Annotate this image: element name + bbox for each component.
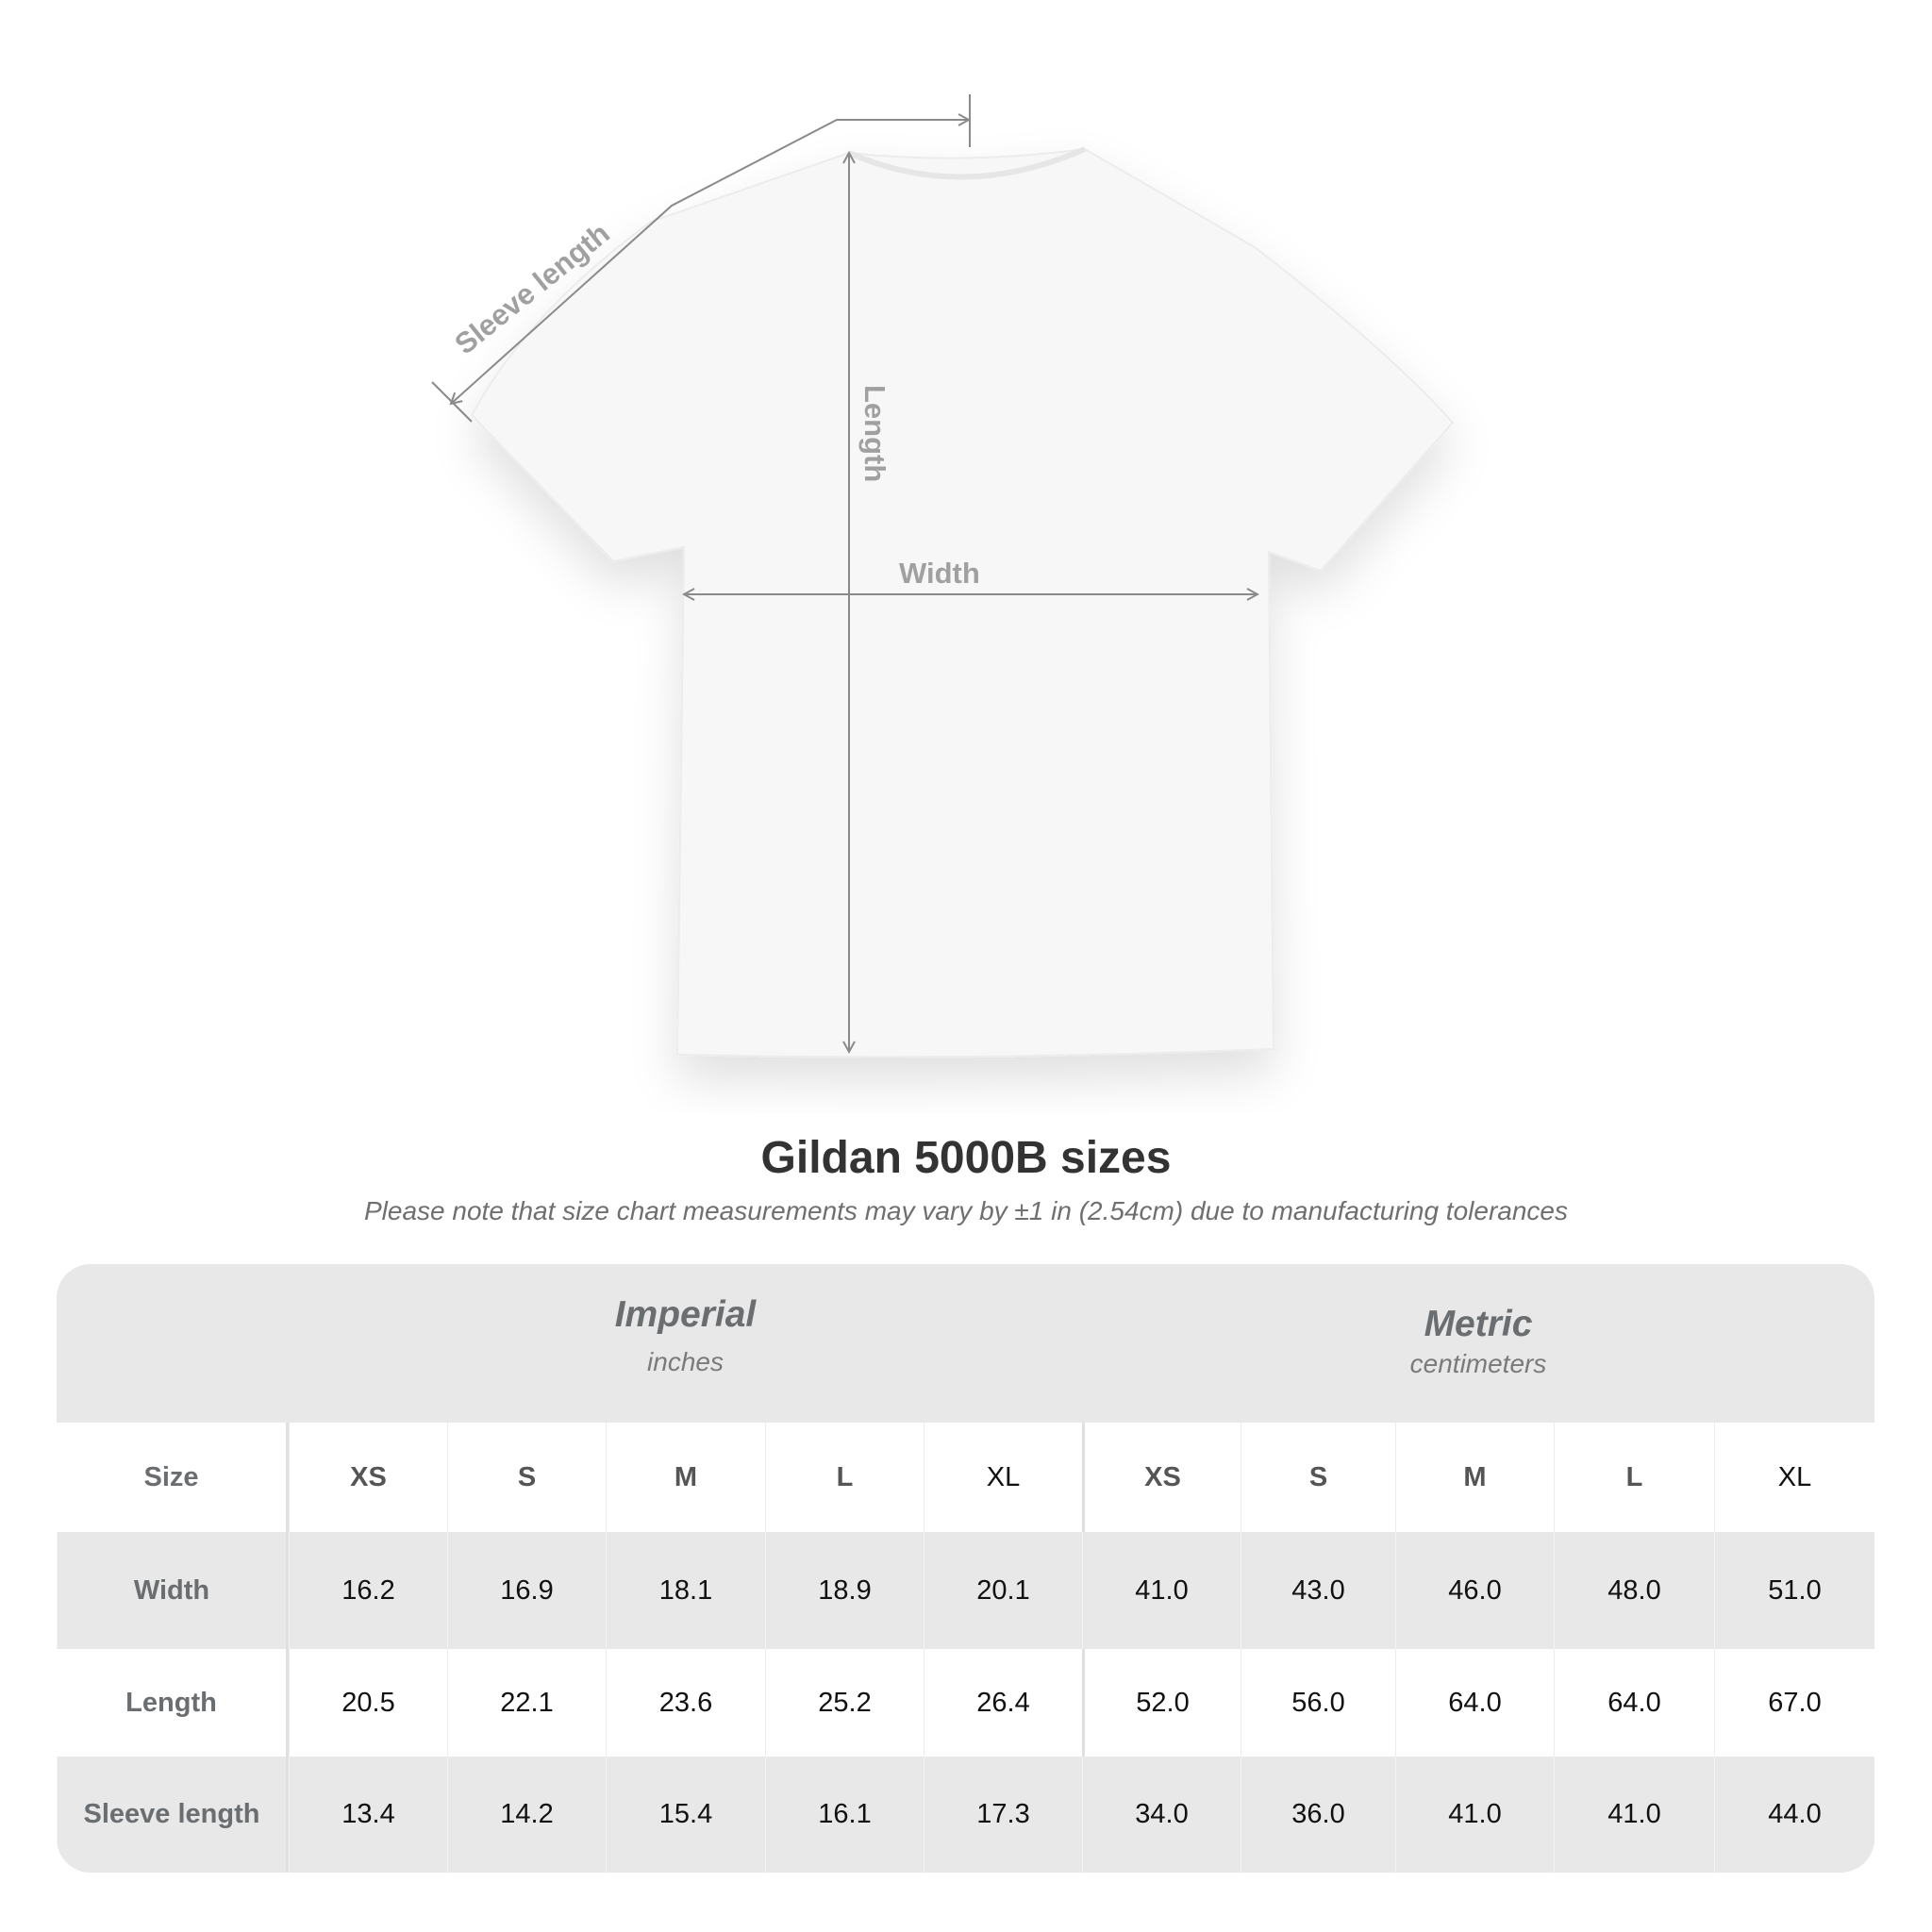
value-cell: 48.0: [1554, 1532, 1714, 1649]
value-cell: 25.2: [765, 1649, 924, 1757]
tshirt-diagram: Sleeve length Length Width: [431, 94, 1455, 1058]
value-cell: 41.0: [1554, 1757, 1714, 1873]
value-cell: 56.0: [1241, 1649, 1395, 1757]
table-row: Width 16.2 16.9 18.1 18.9 20.1 41.0 43.0 46.0 48.…: [57, 1532, 1874, 1649]
value-cell: 36.0: [1241, 1757, 1395, 1873]
value-cell: 17.3: [924, 1757, 1082, 1873]
row-label: Sleeve length: [57, 1757, 289, 1873]
value-cell: 41.0: [1395, 1757, 1554, 1873]
value-cell: 43.0: [1241, 1532, 1395, 1649]
value-cell: 16.2: [289, 1532, 447, 1649]
value-cell: 23.6: [606, 1649, 765, 1757]
size-header-cell: S: [447, 1423, 606, 1532]
imperial-header: Imperial inches: [289, 1264, 1082, 1453]
value-cell: 15.4: [606, 1757, 765, 1873]
size-header-row: Size XS S M L XL XS S M L XL: [57, 1423, 1874, 1532]
value-cell: 46.0: [1395, 1532, 1554, 1649]
row-label: Size: [57, 1423, 289, 1532]
imperial-label: Imperial: [614, 1294, 757, 1335]
value-cell: 16.1: [765, 1757, 924, 1873]
size-header-cell: XS: [289, 1423, 447, 1532]
size-header-cell: L: [1554, 1423, 1714, 1532]
value-cell: 16.9: [447, 1532, 606, 1649]
metric-header: Metric centimeters: [1082, 1264, 1874, 1462]
size-header-cell: L: [765, 1423, 924, 1532]
value-cell: 14.2: [447, 1757, 606, 1873]
imperial-unit: inches: [647, 1347, 724, 1376]
value-cell: 13.4: [289, 1757, 447, 1873]
size-header-cell: XS: [1082, 1423, 1241, 1532]
size-header-cell: S: [1241, 1423, 1395, 1532]
value-cell: 26.4: [924, 1649, 1082, 1757]
value-cell: 44.0: [1714, 1757, 1874, 1873]
size-header-cell: XL: [1714, 1423, 1874, 1532]
value-cell: 18.1: [606, 1532, 765, 1649]
row-label: Length: [57, 1649, 289, 1757]
row-label: Width: [57, 1532, 289, 1649]
metric-unit: centimeters: [1409, 1349, 1547, 1378]
table-row: Sleeve length 13.4 14.2 15.4 16.1 17.3 34.0 36.…: [57, 1757, 1874, 1873]
tolerance-note: Please note that size chart measurements…: [364, 1196, 1568, 1225]
page-title: Gildan 5000B sizes: [760, 1133, 1172, 1183]
value-cell: 34.0: [1082, 1757, 1241, 1873]
metric-label: Metric: [1424, 1304, 1533, 1344]
width-label: Width: [899, 557, 980, 590]
value-cell: 20.1: [924, 1532, 1082, 1649]
value-cell: 18.9: [765, 1532, 924, 1649]
size-table: Imperial inches Metric centimeters Size X…: [57, 1264, 1874, 1873]
table-row: Length 20.5 22.1 23.6 25.2 26.4 52.0 56.0 64.0 64…: [57, 1649, 1874, 1757]
length-label: Length: [858, 385, 891, 482]
size-header-cell: M: [1395, 1423, 1554, 1532]
value-cell: 22.1: [447, 1649, 606, 1757]
value-cell: 64.0: [1554, 1649, 1714, 1757]
value-cell: 52.0: [1082, 1649, 1241, 1757]
size-header-cell: M: [606, 1423, 765, 1532]
value-cell: 41.0: [1082, 1532, 1241, 1649]
tshirt-shape: [470, 147, 1455, 1058]
value-cell: 67.0: [1714, 1649, 1874, 1757]
value-cell: 51.0: [1714, 1532, 1874, 1649]
sleeve-arrow: [451, 120, 969, 404]
value-cell: 20.5: [289, 1649, 447, 1757]
value-cell: 64.0: [1395, 1649, 1554, 1757]
size-header-cell: XL: [924, 1423, 1082, 1532]
